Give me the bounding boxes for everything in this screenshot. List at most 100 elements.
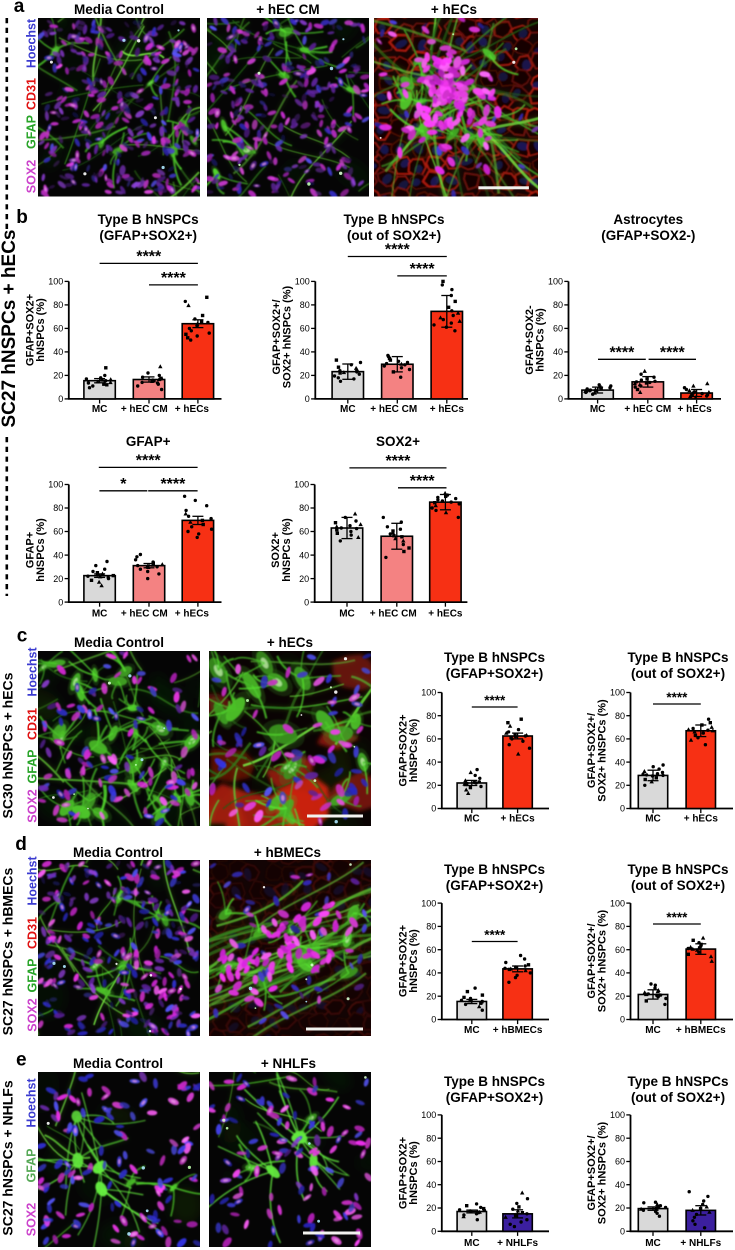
svg-text:60: 60 <box>615 734 625 744</box>
svg-text:40: 40 <box>53 550 63 560</box>
svg-text:SC30 hNSPCs + hECs: SC30 hNSPCs + hECs <box>0 672 16 818</box>
svg-text:Type B hNSPCs: Type B hNSPCs <box>627 1074 728 1089</box>
svg-text:GFAP+SOX2+: GFAP+SOX2+ <box>24 294 36 366</box>
svg-text:0: 0 <box>58 597 63 607</box>
svg-text:hNSPCs (%): hNSPCs (%) <box>408 718 420 782</box>
svg-text:Astrocytes: Astrocytes <box>613 212 683 227</box>
svg-text:b: b <box>16 207 28 228</box>
svg-text:40: 40 <box>300 347 310 357</box>
svg-text:CD31: CD31 <box>25 78 39 110</box>
svg-text:20: 20 <box>53 574 63 584</box>
svg-text:60: 60 <box>53 324 63 334</box>
svg-text:Type B hNSPCs: Type B hNSPCs <box>627 862 728 877</box>
svg-text:0: 0 <box>304 597 309 607</box>
svg-text:****: **** <box>161 270 187 287</box>
svg-text:40: 40 <box>426 757 436 767</box>
svg-text:hNSPCs (%): hNSPCs (%) <box>535 308 547 372</box>
svg-text:SOX2+: SOX2+ <box>376 434 420 449</box>
svg-text:****: **** <box>660 344 686 361</box>
svg-text:100: 100 <box>548 277 563 287</box>
svg-text:SC27 hNSPCs + hBMECs: SC27 hNSPCs + hBMECs <box>0 867 16 1035</box>
svg-text:+ hBMECs: + hBMECs <box>676 1025 726 1036</box>
svg-text:20: 20 <box>300 371 310 381</box>
svg-text:20: 20 <box>615 1203 625 1213</box>
svg-text:Hoechst: Hoechst <box>25 18 39 68</box>
svg-text:40: 40 <box>615 1180 625 1190</box>
svg-text:SOX2: SOX2 <box>25 160 39 193</box>
svg-text:0: 0 <box>620 1015 625 1025</box>
svg-text:****: **** <box>136 248 162 265</box>
svg-text:(out of SOX2+): (out of SOX2+) <box>347 228 441 243</box>
svg-text:****: **** <box>484 693 506 708</box>
svg-text:SOX2+ hNSPCs (%): SOX2+ hNSPCs (%) <box>597 909 609 1012</box>
svg-text:+ NHLFs: + NHLFs <box>497 1238 538 1249</box>
svg-text:Hoechst: Hoechst <box>26 647 40 697</box>
svg-text:20: 20 <box>426 991 436 1001</box>
svg-text:60: 60 <box>299 527 309 537</box>
svg-text:100: 100 <box>421 688 436 698</box>
svg-text:****: **** <box>484 928 506 943</box>
svg-text:****: **** <box>136 452 162 469</box>
svg-text:SOX2+ hNSPCs (%): SOX2+ hNSPCs (%) <box>282 285 294 388</box>
svg-text:40: 40 <box>615 757 625 767</box>
svg-text:MC: MC <box>92 404 108 415</box>
svg-text:MC: MC <box>645 814 661 825</box>
svg-text:Media Control: Media Control <box>73 1056 163 1071</box>
svg-text:SOX2+ hNSPCs (%): SOX2+ hNSPCs (%) <box>597 699 609 802</box>
svg-text:40: 40 <box>426 968 436 978</box>
svg-text:Media Control: Media Control <box>74 2 164 17</box>
svg-text:****: **** <box>385 242 411 259</box>
svg-text:+ hEC CM: + hEC CM <box>370 404 417 415</box>
svg-text:100: 100 <box>610 898 625 908</box>
svg-text:60: 60 <box>426 945 436 955</box>
svg-text:MC: MC <box>464 1238 480 1249</box>
svg-text:0: 0 <box>431 1015 436 1025</box>
svg-text:MC: MC <box>92 608 108 619</box>
svg-text:100: 100 <box>421 1110 436 1120</box>
svg-text:80: 80 <box>426 922 436 932</box>
svg-text:hNSPCs (%): hNSPCs (%) <box>281 518 293 582</box>
svg-text:0: 0 <box>558 394 563 404</box>
svg-text:MC: MC <box>645 1238 661 1249</box>
svg-text:+ hECs: + hECs <box>501 814 536 825</box>
svg-text:GFAP+SOX2-: GFAP+SOX2- <box>524 305 536 375</box>
svg-text:GFAP+: GFAP+ <box>24 532 36 568</box>
svg-text:80: 80 <box>615 1133 625 1143</box>
svg-text:0: 0 <box>620 804 625 814</box>
svg-text:0: 0 <box>305 394 310 404</box>
svg-text:MC: MC <box>464 1025 480 1036</box>
svg-text:GFAP+SOX2+: GFAP+SOX2+ <box>397 1137 409 1209</box>
svg-text:20: 20 <box>615 781 625 791</box>
svg-text:GFAP+SOX2+/: GFAP+SOX2+/ <box>586 1135 598 1210</box>
svg-text:40: 40 <box>53 347 63 357</box>
svg-text:+ NHLFs: + NHLFs <box>261 1056 316 1071</box>
svg-text:hNSPCs (%): hNSPCs (%) <box>408 929 420 993</box>
svg-text:+ hEC CM: + hEC CM <box>121 404 168 415</box>
svg-text:+ hECs: + hECs <box>678 404 713 415</box>
svg-text:60: 60 <box>553 324 563 334</box>
svg-text:MC: MC <box>464 814 480 825</box>
svg-text:SOX2+ hNSPCs (%): SOX2+ hNSPCs (%) <box>597 1121 609 1224</box>
svg-text:80: 80 <box>53 503 63 513</box>
svg-text:MC: MC <box>590 404 606 415</box>
svg-text:MC: MC <box>645 1025 661 1036</box>
svg-text:20: 20 <box>53 371 63 381</box>
svg-text:+ hEC CM: + hEC CM <box>624 404 671 415</box>
svg-text:(GFAP+SOX2-): (GFAP+SOX2-) <box>601 228 695 243</box>
svg-text:100: 100 <box>48 277 63 287</box>
svg-text:c: c <box>17 626 28 647</box>
svg-text:hNSPCs (%): hNSPCs (%) <box>35 518 47 582</box>
svg-text:60: 60 <box>615 1157 625 1167</box>
svg-text:Type B hNSPCs: Type B hNSPCs <box>444 650 545 665</box>
svg-text:+ hECs: + hECs <box>175 608 210 619</box>
svg-text:40: 40 <box>615 968 625 978</box>
svg-text:CD31: CD31 <box>26 708 40 740</box>
svg-text:+ hBMECs: + hBMECs <box>254 845 321 860</box>
svg-text:0: 0 <box>620 1227 625 1237</box>
svg-text:100: 100 <box>295 277 310 287</box>
svg-text:GFAP: GFAP <box>25 115 39 149</box>
svg-text:80: 80 <box>615 711 625 721</box>
svg-text:+ hECs: + hECs <box>175 404 210 415</box>
svg-text:GFAP+SOX2+/: GFAP+SOX2+/ <box>586 713 598 788</box>
svg-text:+ hECs: + hECs <box>684 814 719 825</box>
